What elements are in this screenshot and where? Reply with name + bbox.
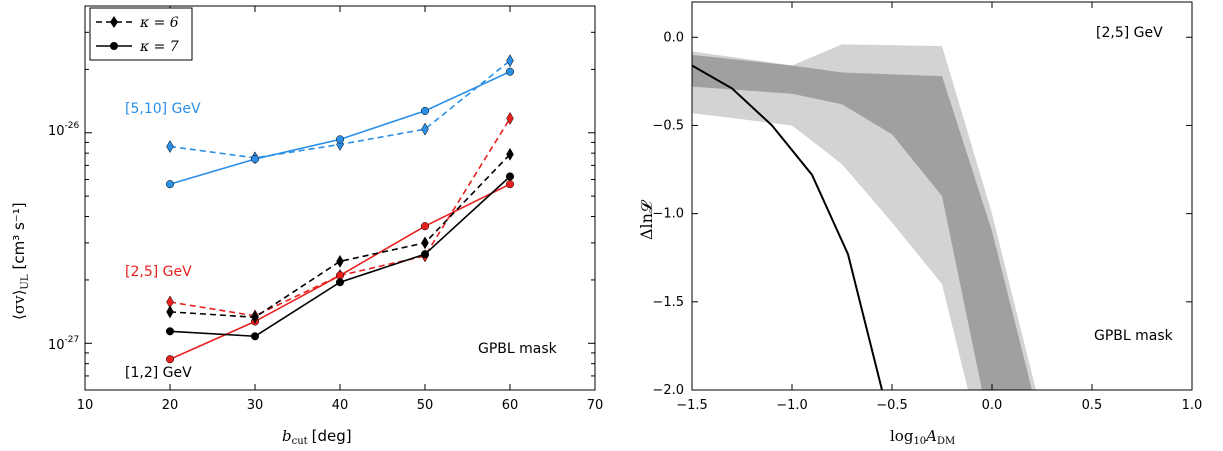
data-point-circle xyxy=(335,271,345,280)
data-point-diamond xyxy=(166,305,174,319)
right-ytick-label: −1.5 xyxy=(652,295,684,310)
data-point-circle xyxy=(505,180,515,189)
inner-band xyxy=(692,54,1032,391)
right-ytick-label: 0.0 xyxy=(663,30,684,45)
left-panel: 10 20 30 40 50 60 70 10-26 10-27 κ = 6 κ = 7 [… xyxy=(10,5,604,447)
data-point-circle xyxy=(165,327,175,336)
data-point-diamond xyxy=(421,236,429,250)
right-y-axis-label: Δln𝓛 xyxy=(637,199,656,240)
left-xtick-label: 40 xyxy=(332,398,349,413)
right-xtick-label: 1.0 xyxy=(1182,398,1203,413)
left-plot-area xyxy=(85,6,595,390)
left-x-axis-label: bcut [deg] xyxy=(282,427,352,447)
circle-marker-icon xyxy=(110,42,118,50)
diamond-marker-icon xyxy=(110,16,118,28)
left-ytick-label: 10-26 xyxy=(48,121,80,139)
data-point-circle xyxy=(250,332,260,341)
series-line xyxy=(169,153,511,319)
likelihood-line xyxy=(691,64,883,391)
data-point-diamond xyxy=(251,310,259,324)
left-xtick-label: 10 xyxy=(77,398,94,413)
data-point-circle xyxy=(505,67,515,76)
right-xtick-label: −0.5 xyxy=(876,398,908,413)
right-xtick-label: 0.5 xyxy=(1082,398,1103,413)
legend-box xyxy=(89,7,193,61)
legend-label-kappa7: κ = 7 xyxy=(139,39,179,55)
annotation-2-5-gev: [2,5] GeV xyxy=(125,264,192,280)
left-xtick-label: 20 xyxy=(162,398,179,413)
data-point-circle xyxy=(505,172,515,181)
left-xtick-label: 60 xyxy=(502,398,519,413)
annotation-energy-right: [2,5] GeV xyxy=(1096,25,1163,41)
data-point-diamond xyxy=(421,122,429,136)
legend-label-kappa6: κ = 6 xyxy=(139,15,179,31)
data-point-diamond xyxy=(166,140,174,154)
data-point-circle xyxy=(165,355,175,364)
annotation-mask-right: GPBL mask xyxy=(1094,328,1174,344)
annotation-mask-left: GPBL mask xyxy=(478,341,558,357)
left-y-axis-label: ⟨σv⟩UL[cm³ s⁻¹] xyxy=(10,202,31,320)
left-ytick-label: 10-27 xyxy=(48,335,79,353)
data-point-diamond xyxy=(506,54,514,68)
data-point-diamond xyxy=(336,254,344,268)
right-axes-frame xyxy=(691,1,1193,391)
annotation-1-2-gev: [1,2] GeV xyxy=(125,365,192,381)
left-xtick-label: 30 xyxy=(247,398,264,413)
data-point-diamond xyxy=(506,111,514,125)
legend: κ = 6 κ = 7 xyxy=(89,7,193,61)
right-panel: −1.5 −1.0 −0.5 0.0 0.5 1.0 0.0−0.5−1.0−1.5−2.… xyxy=(637,1,1202,447)
left-x-ticks: 10 20 30 40 50 60 70 xyxy=(77,6,604,413)
data-point-diamond xyxy=(506,147,514,161)
left-xtick-label: 50 xyxy=(417,398,434,413)
data-point-circle xyxy=(335,135,345,144)
data-point-circle xyxy=(165,180,175,189)
right-xtick-label: −1.0 xyxy=(776,398,808,413)
data-point-circle xyxy=(420,106,430,115)
left-series-layer xyxy=(165,54,515,364)
right-y-ticks: 0.0 −0.5 −1.0 −1.5 −2.0 xyxy=(652,30,1192,398)
right-bands-layer xyxy=(691,44,1036,391)
data-point-circle xyxy=(335,278,345,287)
left-y-ticks: 10-26 10-27 xyxy=(48,5,595,391)
right-xtick-label: 0.0 xyxy=(982,398,1003,413)
data-point-circle xyxy=(420,222,430,231)
data-point-circle xyxy=(250,155,260,164)
right-ytick-label: −2.0 xyxy=(652,383,684,398)
right-ytick-label: −0.5 xyxy=(652,118,684,133)
right-ytick-label: −1.0 xyxy=(652,207,684,222)
annotation-5-10-gev: [5,10] GeV xyxy=(125,101,201,117)
right-x-axis-label: log10ADM xyxy=(890,427,955,447)
left-xtick-label: 70 xyxy=(587,398,604,413)
data-point-circle xyxy=(420,250,430,259)
right-xtick-label: −1.5 xyxy=(676,398,708,413)
right-x-ticks: −1.5 −1.0 −0.5 0.0 0.5 1.0 xyxy=(676,2,1202,413)
